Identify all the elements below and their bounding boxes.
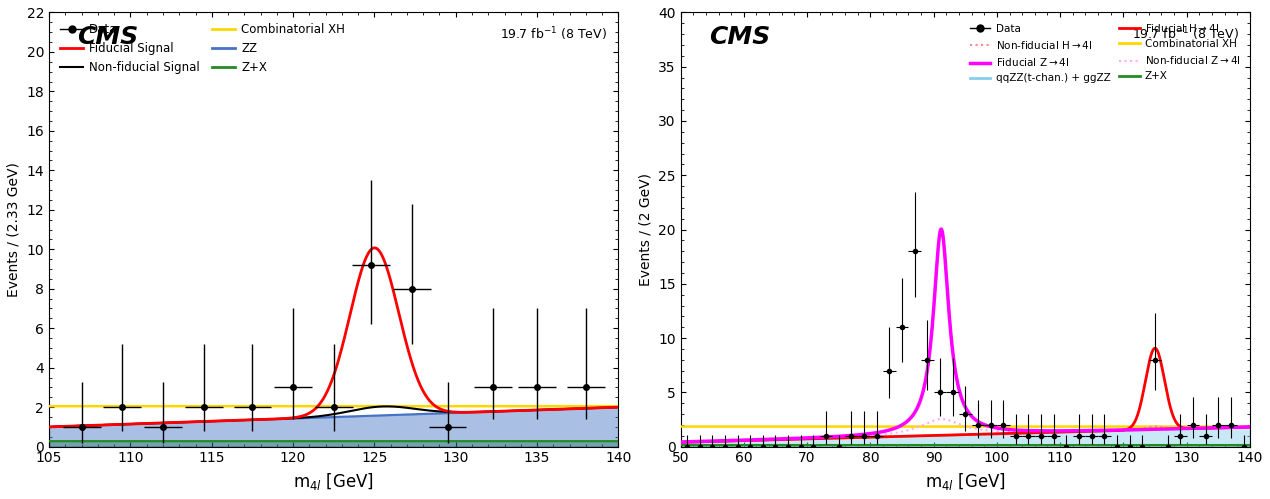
Legend: Data, Non-fiducial H$\rightarrow$4l, Fiducial Z$\rightarrow$4l, qqZZ(t-chan.) + : Data, Non-fiducial H$\rightarrow$4l, Fid…	[965, 17, 1245, 88]
X-axis label: m$_{4l}$ [GeV]: m$_{4l}$ [GeV]	[293, 471, 375, 492]
Y-axis label: Events / (2.33 GeV): Events / (2.33 GeV)	[6, 162, 20, 297]
Text: CMS: CMS	[709, 25, 771, 49]
Text: 19.7 fb$^{-1}$ (8 TeV): 19.7 fb$^{-1}$ (8 TeV)	[500, 25, 607, 43]
Text: CMS: CMS	[77, 25, 138, 49]
Y-axis label: Events / (2 GeV): Events / (2 GeV)	[639, 173, 653, 286]
Text: 19.7 fb$^{-1}$ (8 TeV): 19.7 fb$^{-1}$ (8 TeV)	[1132, 25, 1238, 43]
X-axis label: m$_{4l}$ [GeV]: m$_{4l}$ [GeV]	[925, 471, 1006, 492]
Legend: Data, Fiducial Signal, Non-fiducial Signal, Combinatorial XH, ZZ, Z+X: Data, Fiducial Signal, Non-fiducial Sign…	[55, 18, 351, 79]
